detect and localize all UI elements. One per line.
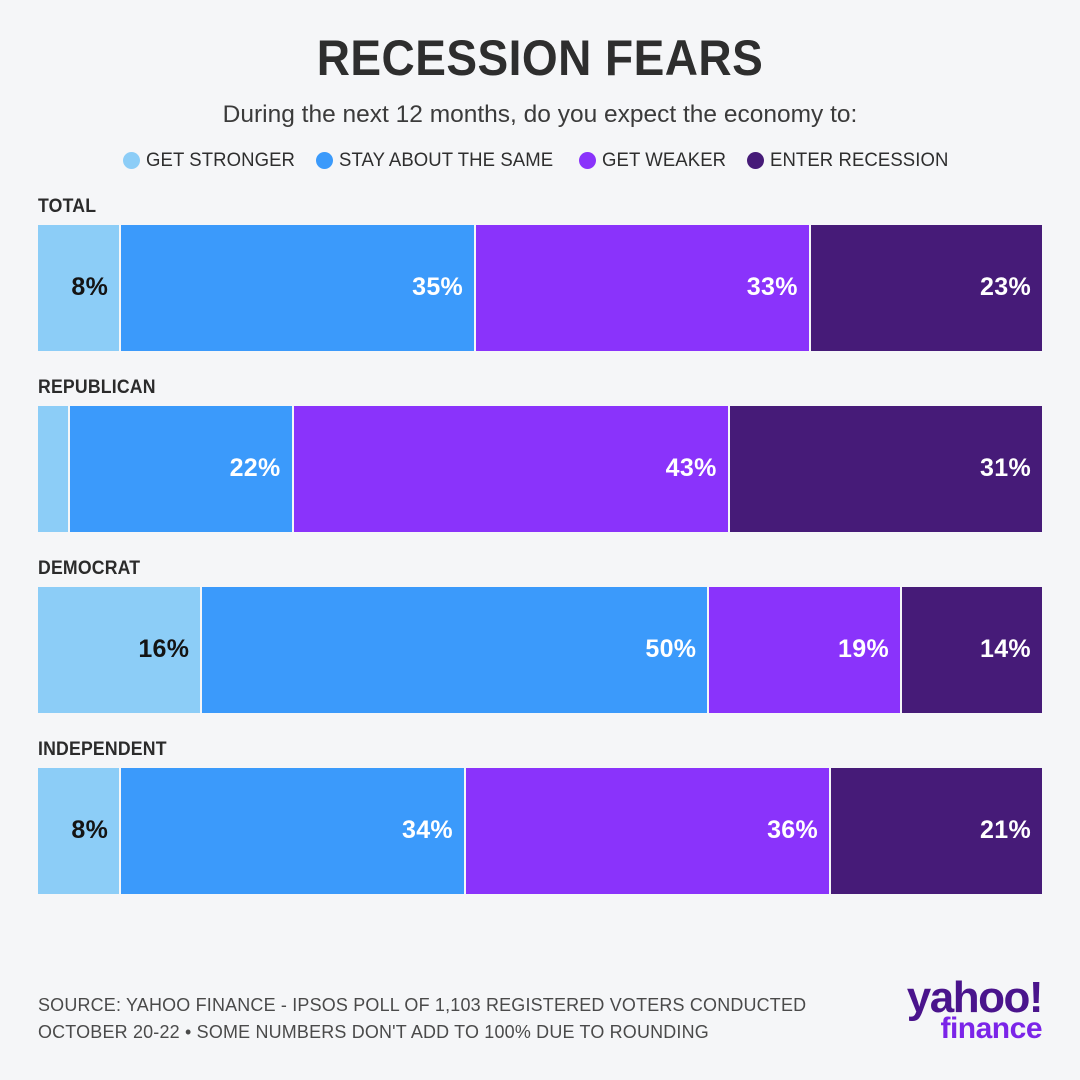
bar-segment[interactable]: 35% <box>119 224 475 351</box>
source-note: SOURCE: YAHOO FINANCE - IPSOS POLL OF 1,… <box>38 992 807 1046</box>
logo-finance-text: finance <box>940 1011 1042 1045</box>
yahoo-finance-logo: yahoo! finance <box>906 972 1044 1046</box>
bar-segment-value: 22% <box>229 454 281 483</box>
chart-legend: GET STRONGER STAY ABOUT THE SAME GET WEAKE… <box>0 149 1080 172</box>
bar-segment[interactable]: 43% <box>291 405 728 532</box>
bar-segment[interactable]: 33% <box>474 224 809 351</box>
bar-group: INDEPENDENT 8% 34% 36% 21% <box>38 739 1042 894</box>
legend-item-label: GET STRONGER <box>145 148 295 171</box>
bar-segment-value: 34% <box>401 816 453 845</box>
page-title: RECESSION FEARS <box>316 30 764 86</box>
bar-group-label: DEMOCRAT <box>38 557 141 579</box>
logo-yahoo-text: yahoo! <box>906 972 1044 1022</box>
source-note-line-2: OCTOBER 20-22 • SOME NUMBERS DON'T ADD T… <box>38 1021 709 1043</box>
stacked-bar: 8% 34% 36% 21% <box>38 767 1042 894</box>
bar-segment[interactable]: 34% <box>119 767 464 894</box>
bar-segment[interactable]: 23% <box>808 224 1042 351</box>
bar-segment[interactable]: 31% <box>727 405 1042 532</box>
bar-segment-value: 36% <box>767 816 818 845</box>
bar-segment-value: 16% <box>138 635 190 664</box>
legend-item: ENTER RECESSION <box>746 148 958 172</box>
circle-icon <box>746 151 764 169</box>
stacked-bar: 8% 35% 33% 23% <box>38 224 1042 351</box>
legend-item: STAY ABOUT THE SAME <box>316 149 565 172</box>
bar-group-label: INDEPENDENT <box>38 738 167 760</box>
circle-icon <box>122 151 140 169</box>
bar-segment-value: 35% <box>412 273 464 302</box>
bar-segment[interactable]: 8% <box>38 224 120 351</box>
legend-item: GET STRONGER <box>122 148 303 172</box>
bar-segment-value: 43% <box>665 454 717 483</box>
stacked-bar: 3% 22% 43% 31% <box>38 405 1042 532</box>
bar-group: REPUBLICAN 3% 22% 43% 31% <box>38 377 1042 532</box>
bar-segment-value: 8% <box>71 816 109 845</box>
stacked-bar: 16% 50% 19% 14% <box>38 586 1042 713</box>
bar-segment-value: 19% <box>838 635 889 664</box>
bar-segment[interactable]: 3% <box>38 405 69 532</box>
legend-item-label: GET WEAKER <box>601 148 727 171</box>
bar-group: TOTAL 8% 35% 33% 23% <box>38 196 1042 351</box>
bar-group-label: TOTAL <box>38 195 97 217</box>
bar-group-label: REPUBLICAN <box>38 376 156 398</box>
bar-segment[interactable]: 21% <box>829 767 1042 894</box>
bar-segment-value: 31% <box>980 454 1031 483</box>
circle-icon <box>316 151 334 169</box>
bar-segment-value: 14% <box>980 635 1031 664</box>
page-subtitle: During the next 12 months, do you expect… <box>222 100 858 128</box>
bar-segment[interactable]: 22% <box>68 405 292 532</box>
bar-segment[interactable]: 16% <box>38 586 201 713</box>
bar-segment-value: 23% <box>980 273 1031 302</box>
bar-segment[interactable]: 50% <box>200 586 708 713</box>
bar-segment-value: 8% <box>71 273 109 302</box>
source-note-line-1: SOURCE: YAHOO FINANCE - IPSOS POLL OF 1,… <box>38 994 807 1016</box>
bar-segment-value: 21% <box>980 816 1031 845</box>
bar-segment[interactable]: 14% <box>899 586 1042 713</box>
bar-segment-value: 50% <box>645 635 697 664</box>
circle-icon <box>578 151 596 169</box>
bar-segment-value: 33% <box>746 273 798 302</box>
bar-segment[interactable]: 19% <box>707 586 900 713</box>
bar-group: DEMOCRAT 16% 50% 19% 14% <box>38 558 1042 713</box>
legend-item-label: STAY ABOUT THE SAME <box>339 148 554 171</box>
header: RECESSION FEARS During the next 12 month… <box>0 0 1080 129</box>
legend-item: GET WEAKER <box>578 148 733 172</box>
bar-segment[interactable]: 36% <box>463 767 829 894</box>
bar-segment[interactable]: 8% <box>38 767 120 894</box>
chart-area: TOTAL 8% 35% 33% 23% REPUBLICAN 3% 22% 43% 31% DEM… <box>38 196 1042 894</box>
legend-item-label: ENTER RECESSION <box>769 148 949 171</box>
footer: SOURCE: YAHOO FINANCE - IPSOS POLL OF 1,… <box>38 972 1044 1046</box>
